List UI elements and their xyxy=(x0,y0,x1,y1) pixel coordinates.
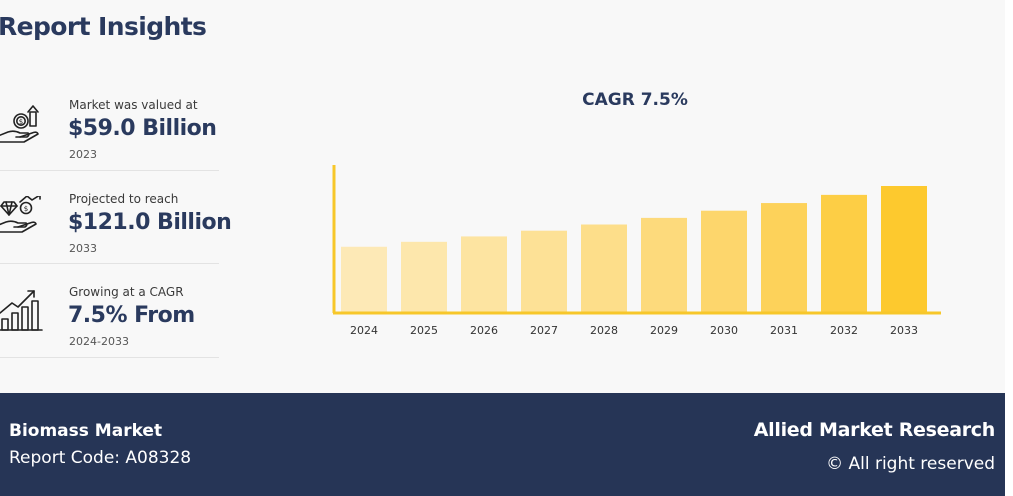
money-hand-icon: $ xyxy=(0,105,39,143)
growth-bars-icon xyxy=(0,290,43,331)
stat-label: Growing at a CAGR xyxy=(69,285,184,299)
brand-name: Allied Market Research xyxy=(753,419,996,441)
x-tick-label: 2027 xyxy=(530,324,558,337)
footer-banner: Biomass Market Report Code: A08328 Allie… xyxy=(0,393,1005,496)
x-tick-label: 2030 xyxy=(710,324,738,337)
stat-year: 2033 xyxy=(69,242,97,255)
stat-year: 2023 xyxy=(69,148,97,161)
bar-2033 xyxy=(881,186,927,313)
stat-label: Market was valued at xyxy=(69,98,198,112)
bar-2030 xyxy=(701,210,747,313)
stat-year: 2024-2033 xyxy=(69,335,129,348)
x-tick-label: 2025 xyxy=(410,324,438,337)
right-edge xyxy=(1005,0,1013,496)
x-tick-label: 2028 xyxy=(590,324,618,337)
bar-2024 xyxy=(341,246,387,313)
copyright-text: © All right reserved xyxy=(826,454,995,474)
svg-text:$: $ xyxy=(19,118,23,126)
x-tick-label: 2031 xyxy=(770,324,798,337)
report-code: Report Code: A08328 xyxy=(9,448,192,468)
stat-label: Projected to reach xyxy=(69,192,179,206)
diamond-coin-hand-icon: $ xyxy=(0,196,41,233)
stat-value: 7.5% From xyxy=(68,303,195,328)
x-tick-label: 2033 xyxy=(890,324,918,337)
bar-2028 xyxy=(581,224,627,313)
stat-value: $121.0 Billion xyxy=(68,210,232,235)
bar-2025 xyxy=(401,241,447,313)
x-tick-label: 2032 xyxy=(830,324,858,337)
bar-2029 xyxy=(641,217,687,313)
divider xyxy=(0,170,219,171)
x-tick-label: 2024 xyxy=(350,324,378,337)
stat-projected-value: $ Projected to reach $121.0 Billion 2033 xyxy=(0,170,232,263)
divider xyxy=(0,357,219,358)
market-name: Biomass Market xyxy=(9,421,163,441)
svg-text:$: $ xyxy=(24,205,28,213)
chart-title: CAGR 7.5% xyxy=(582,90,688,110)
bar-2031 xyxy=(761,203,807,313)
x-tick-label: 2029 xyxy=(650,324,678,337)
divider xyxy=(0,263,219,264)
bar-2026 xyxy=(461,236,507,313)
bar-chart: 2024 2025 2026 2027 2028 2029 2030 2031 2032 2033 xyxy=(332,165,941,337)
page-title: Report Insights xyxy=(0,12,207,41)
bar-2027 xyxy=(521,230,567,313)
stat-market-value: $ Market was valued at $59.0 Billion 202… xyxy=(0,76,219,169)
x-tick-label: 2026 xyxy=(470,324,498,337)
stat-value: $59.0 Billion xyxy=(68,116,217,141)
bar-2032 xyxy=(821,194,867,313)
insights-panel: Report Insights $ Market was valued at $… xyxy=(0,12,941,358)
stat-cagr: Growing at a CAGR 7.5% From 2024-2033 xyxy=(0,263,219,356)
